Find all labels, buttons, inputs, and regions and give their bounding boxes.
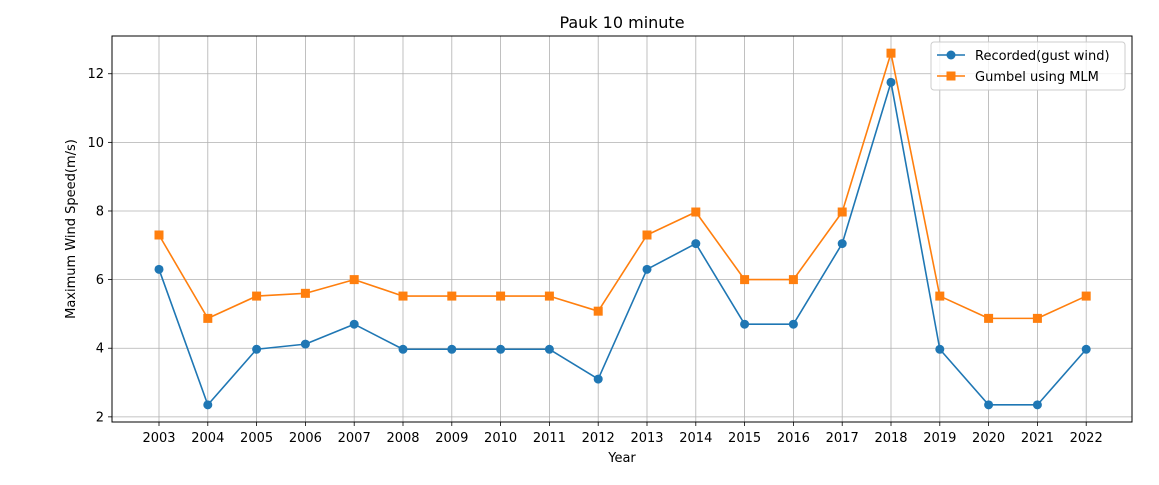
x-axis-label: Year [607, 451, 636, 466]
y-tick-label: 6 [96, 273, 104, 288]
data-point-square [788, 275, 798, 285]
data-point-square [349, 275, 359, 285]
y-tick-label: 12 [87, 67, 104, 82]
data-point-square [544, 291, 554, 301]
y-tick-label: 4 [96, 342, 104, 357]
data-point-square [496, 291, 506, 301]
data-point-square [154, 230, 164, 240]
data-point-circle [593, 374, 603, 384]
data-point-square [691, 207, 701, 217]
data-point-circle [691, 239, 701, 249]
data-point-circle [398, 344, 408, 354]
data-point-circle [935, 344, 945, 354]
data-point-circle [837, 239, 847, 249]
x-tick-label: 2014 [679, 431, 712, 446]
data-point-circle [447, 344, 457, 354]
legend-box [930, 41, 1126, 91]
x-tick-label: 2004 [191, 431, 224, 446]
data-point-circle [203, 400, 213, 410]
x-tick-label: 2012 [582, 431, 615, 446]
x-tick-label: 2011 [533, 431, 566, 446]
series-line [158, 81, 1087, 406]
data-point-circle [349, 319, 359, 329]
data-point-square [1081, 291, 1091, 301]
x-tick-label: 2015 [728, 431, 761, 446]
x-tick-label: 2009 [435, 431, 468, 446]
data-point-circle [886, 77, 896, 87]
x-tick-label: 2019 [923, 431, 956, 446]
x-tick-label: 2021 [1021, 431, 1054, 446]
data-point-circle [1081, 344, 1091, 354]
x-tick-label: 2013 [630, 431, 663, 446]
x-tick-label: 2008 [386, 431, 419, 446]
data-point-circle [544, 344, 554, 354]
data-point-square [642, 230, 652, 240]
data-point-square [300, 288, 310, 298]
data-point-circle [642, 264, 652, 274]
legend-label-gumbel: Gumbel using MLM [975, 70, 1099, 85]
chart-title: Pauk 10 minute [559, 13, 684, 32]
x-tick-label: 2017 [826, 431, 859, 446]
data-point-square [593, 306, 603, 316]
y-tick-label: 8 [96, 204, 104, 219]
data-point-square [984, 313, 994, 323]
x-tick-label: 2006 [289, 431, 322, 446]
data-point-circle [154, 264, 164, 274]
x-tick-label: 2010 [484, 431, 517, 446]
data-point-square [252, 291, 262, 301]
data-point-square [935, 291, 945, 301]
plot-area-frame [111, 35, 1133, 423]
data-point-circle [300, 339, 310, 349]
data-point-square [886, 48, 896, 58]
data-point-square [740, 275, 750, 285]
x-tick-label: 2020 [972, 431, 1005, 446]
grid-lines [112, 36, 1132, 422]
x-tick-label: 2018 [874, 431, 907, 446]
legend-marker-recorded [946, 50, 956, 60]
x-tick-label: 2022 [1070, 431, 1103, 446]
legend-label-recorded: Recorded(gust wind) [975, 49, 1110, 64]
data-point-square [398, 291, 408, 301]
data-point-circle [1032, 400, 1042, 410]
data-point-square [447, 291, 457, 301]
data-point-circle [740, 319, 750, 329]
x-tick-label: 2016 [777, 431, 810, 446]
series-line [158, 52, 1087, 320]
x-tick-label: 2007 [338, 431, 371, 446]
y-tick-label: 2 [96, 410, 104, 425]
data-point-circle [496, 344, 506, 354]
x-tick-label: 2005 [240, 431, 273, 446]
data-point-square [203, 313, 213, 323]
series-layer [154, 48, 1091, 410]
x-tick-label: 2003 [142, 431, 175, 446]
axis-ticks: 2003 2004 2005 2006 2007 2008 2009 2010 2011 2012… [87, 67, 1102, 446]
data-point-circle [252, 344, 262, 354]
data-point-circle [788, 319, 798, 329]
y-axis-label: Maximum Wind Speed(m/s) [64, 139, 79, 319]
legend: Recorded(gust wind) Gumbel using MLM [930, 41, 1126, 91]
data-point-square [837, 207, 847, 217]
y-tick-label: 10 [87, 136, 104, 151]
data-point-square [1032, 313, 1042, 323]
legend-marker-gumbel [946, 71, 956, 81]
data-point-circle [984, 400, 994, 410]
